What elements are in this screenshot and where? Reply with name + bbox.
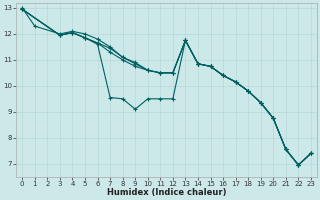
X-axis label: Humidex (Indice chaleur): Humidex (Indice chaleur)	[107, 188, 226, 197]
